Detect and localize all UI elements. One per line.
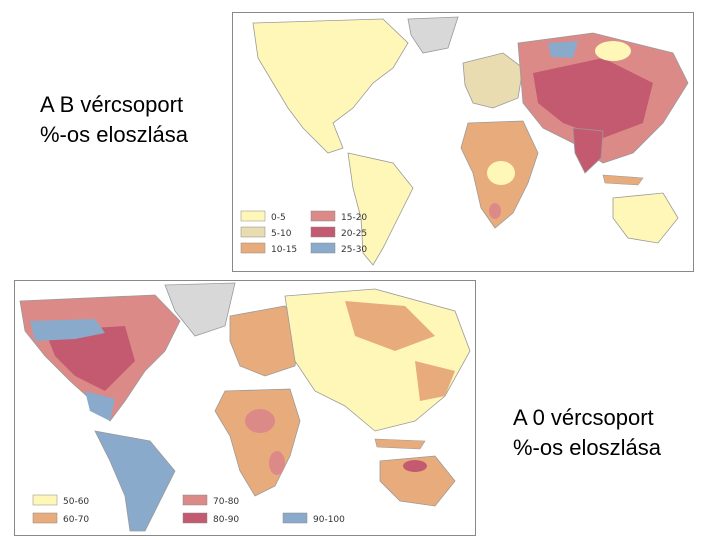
- asia-orange: [345, 301, 435, 351]
- asia-core: [533, 58, 653, 138]
- legend-swatch: [240, 242, 266, 254]
- legend-swatch: [240, 226, 266, 238]
- legend-label: 80-90: [213, 515, 239, 525]
- legend-label: 60-70: [63, 515, 89, 525]
- australia: [612, 192, 679, 244]
- europe: [462, 52, 524, 109]
- legend-label: 15-20: [341, 213, 367, 223]
- asia-east: [415, 361, 455, 401]
- africa-red-2: [269, 451, 285, 475]
- legend-label: 0-5: [271, 213, 286, 223]
- o-blood-group-map: 50-60 60-70 70-80 80-90 90-100: [14, 280, 476, 536]
- legend-label: 25-30: [341, 245, 367, 255]
- south-america: [94, 430, 176, 532]
- legend-swatch: [32, 494, 58, 506]
- asia-blue: [548, 41, 578, 58]
- legend-swatch: [182, 512, 208, 524]
- legend-swatch: [32, 512, 58, 524]
- legend-swatch: [182, 494, 208, 506]
- b-map-legend: 0-5 5-10 10-15 15-20 20-25 25-30: [240, 210, 367, 255]
- south-america: [347, 152, 414, 266]
- legend-label: 90-100: [313, 515, 345, 525]
- india: [572, 127, 604, 174]
- legend-label: 70-80: [213, 497, 239, 507]
- asia-light: [595, 41, 631, 61]
- b-blood-group-map: 0-5 5-10 10-15 15-20 20-25 25-30: [232, 12, 694, 272]
- legend-swatch: [282, 512, 308, 524]
- o-map-caption: A 0 vércsoport %-os eloszlása: [513, 405, 661, 460]
- africa-red-1: [245, 409, 275, 433]
- legend-swatch: [310, 242, 336, 254]
- north-america: [252, 18, 409, 154]
- greenland: [164, 282, 236, 337]
- legend-label: 20-25: [341, 229, 367, 239]
- africa-light: [487, 161, 515, 185]
- o-map-legend: 50-60 60-70 70-80 80-90 90-100: [32, 494, 345, 525]
- africa: [214, 388, 301, 497]
- indonesia: [374, 438, 426, 450]
- na-blue: [30, 319, 105, 341]
- legend-label: 50-60: [63, 497, 89, 507]
- legend-swatch: [310, 226, 336, 238]
- australia-red: [403, 460, 427, 472]
- na-south-blue: [85, 391, 115, 421]
- legend-swatch: [240, 210, 266, 222]
- b-map-caption: A B vércsoport %-os eloszlása: [40, 92, 188, 147]
- legend-swatch: [310, 210, 336, 222]
- greenland: [407, 16, 459, 54]
- na-core: [45, 326, 135, 391]
- indonesia: [602, 174, 644, 186]
- africa-red: [489, 203, 501, 219]
- legend-label: 5-10: [271, 229, 292, 239]
- australia: [379, 455, 456, 507]
- legend-label: 10-15: [271, 245, 297, 255]
